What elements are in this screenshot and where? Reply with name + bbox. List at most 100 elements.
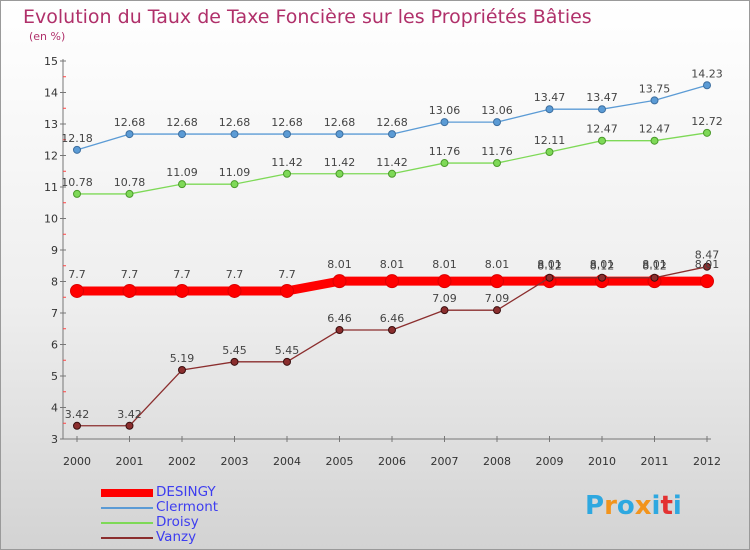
y-tick-label: 3 [51, 433, 58, 446]
x-tick-label: 2010 [588, 455, 616, 468]
logo-letter: P [585, 491, 605, 521]
data-label-clermont: 13.75 [639, 82, 671, 95]
data-point-desingy [227, 283, 242, 298]
data-point-clermont [283, 130, 291, 139]
y-tick-label: 4 [51, 402, 58, 415]
legend-item-droisy: Droisy [101, 514, 301, 530]
legend-item-desingy: DESINGY [101, 484, 301, 500]
data-point-vanzy [335, 326, 344, 335]
x-tick-label: 2007 [431, 455, 459, 468]
data-point-desingy [70, 283, 84, 298]
legend-item-vanzy: Vanzy [101, 529, 301, 545]
data-point-droisy [703, 128, 711, 137]
data-point-clermont [335, 130, 344, 139]
data-point-vanzy [230, 357, 239, 366]
data-label-droisy: 12.72 [691, 115, 723, 128]
y-tick-label: 8 [51, 276, 58, 289]
data-label-vanzy: 5.45 [222, 344, 247, 357]
data-label-vanzy: 3.42 [117, 408, 142, 421]
data-point-clermont [178, 130, 186, 139]
data-label-vanzy: 8.12 [537, 260, 562, 273]
data-label-vanzy: 7.09 [432, 292, 457, 305]
y-tick-label: 5 [51, 370, 58, 383]
data-label-vanzy: 5.19 [170, 352, 195, 365]
x-tick-label: 2002 [168, 455, 196, 468]
data-label-droisy: 12.11 [534, 134, 566, 147]
data-label-clermont: 14.23 [691, 67, 723, 80]
data-point-droisy [335, 169, 344, 178]
y-tick-label: 10 [44, 213, 58, 226]
data-point-vanzy [598, 273, 606, 282]
data-label-droisy: 11.76 [429, 145, 461, 158]
data-label-desingy: 7.7 [68, 268, 86, 281]
data-label-droisy: 12.47 [639, 123, 671, 136]
y-tick-label: 13 [44, 118, 58, 131]
data-label-vanzy: 8.12 [590, 260, 615, 273]
data-point-vanzy [545, 273, 554, 282]
data-label-desingy: 7.7 [173, 268, 191, 281]
data-label-desingy: 8.01 [590, 258, 615, 271]
data-point-droisy [388, 169, 396, 178]
data-point-desingy [122, 283, 137, 298]
data-label-vanzy: 8.47 [695, 249, 720, 262]
data-point-droisy [283, 169, 291, 178]
legend-label: Vanzy [156, 529, 197, 545]
y-tick-label: 9 [51, 244, 58, 257]
x-tick-label: 2001 [116, 455, 144, 468]
data-label-droisy: 11.42 [271, 156, 303, 169]
y-tick-label: 6 [51, 339, 58, 352]
data-label-vanzy: 6.46 [327, 312, 352, 325]
data-label-clermont: 12.68 [271, 116, 303, 129]
x-tick-label: 2009 [536, 455, 564, 468]
data-point-droisy [73, 189, 81, 198]
data-label-clermont: 12.68 [324, 116, 356, 129]
data-point-clermont [230, 130, 239, 139]
logo-letter: x [634, 491, 652, 521]
data-label-vanzy: 3.42 [65, 408, 90, 421]
proxiti-logo: Proxiti [585, 491, 682, 521]
data-label-vanzy: 5.45 [275, 344, 300, 357]
data-point-clermont [650, 96, 659, 105]
data-point-droisy [125, 189, 134, 198]
data-point-clermont [440, 118, 449, 127]
y-tick-label: 12 [44, 150, 58, 163]
y-tick-label: 14 [44, 87, 58, 100]
data-point-clermont [493, 118, 501, 127]
data-label-clermont: 13.06 [481, 104, 513, 117]
data-label-desingy: 8.01 [695, 258, 720, 271]
x-tick-label: 2012 [693, 455, 721, 468]
data-point-droisy [650, 136, 659, 145]
data-label-clermont: 12.68 [219, 116, 251, 129]
data-point-vanzy [440, 306, 449, 315]
data-point-desingy [175, 283, 189, 298]
legend-swatch [101, 537, 153, 539]
data-point-vanzy [73, 421, 81, 430]
data-label-vanzy: 6.46 [380, 312, 405, 325]
data-label-clermont: 12.18 [61, 132, 93, 145]
data-label-desingy: 8.01 [327, 258, 352, 271]
data-label-clermont: 12.68 [376, 116, 408, 129]
data-label-clermont: 12.68 [114, 116, 146, 129]
data-point-desingy [385, 274, 399, 289]
legend-label: Droisy [156, 514, 199, 530]
x-tick-label: 2005 [326, 455, 354, 468]
logo-letter: i [651, 491, 661, 521]
data-point-clermont [125, 130, 134, 139]
data-point-desingy [700, 274, 714, 289]
legend-item-clermont: Clermont [101, 499, 301, 515]
data-label-desingy: 8.01 [537, 258, 562, 271]
data-label-droisy: 10.78 [61, 176, 93, 189]
data-label-desingy: 8.01 [485, 258, 510, 271]
logo-letter: o [616, 491, 635, 521]
x-tick-label: 2000 [63, 455, 91, 468]
data-point-vanzy [178, 366, 186, 375]
chart-title: Evolution du Taux de Taxe Foncière sur l… [23, 6, 592, 28]
data-point-droisy [440, 159, 449, 168]
legend-label: Clermont [156, 499, 219, 515]
legend-swatch [101, 522, 153, 524]
data-label-vanzy: 7.09 [485, 292, 510, 305]
data-point-droisy [545, 148, 554, 157]
data-point-desingy [490, 274, 504, 289]
